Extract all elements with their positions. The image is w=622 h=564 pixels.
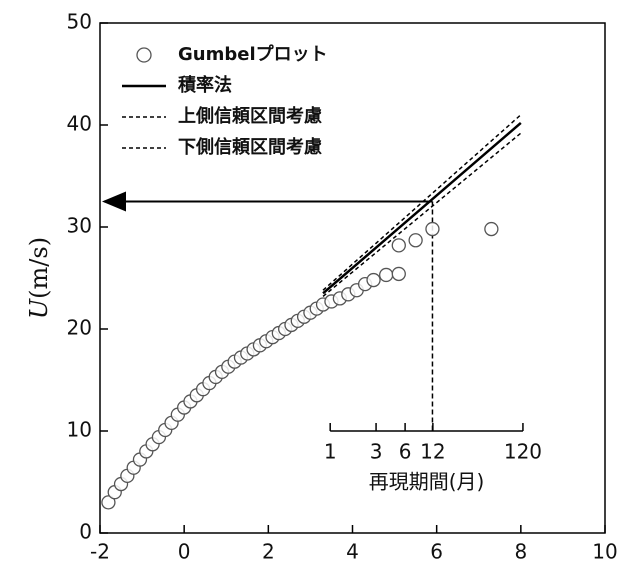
x-tick-label: 0	[178, 540, 191, 564]
y-tick-label: 40	[67, 112, 92, 136]
return-period-tick-label: 6	[399, 440, 412, 464]
legend-label: 積率法	[177, 74, 232, 96]
data-point	[408, 233, 423, 248]
series-line	[322, 122, 522, 295]
return-period-tick-label: 12	[420, 440, 445, 464]
return-period-label: 再現期間(月)	[369, 470, 485, 494]
x-tick-label: 4	[346, 540, 359, 564]
data-point	[366, 272, 381, 288]
y-tick-label: 0	[79, 520, 92, 544]
y-tick-label: 10	[67, 418, 92, 442]
legend-label: 上側信頼区間考慮	[178, 105, 322, 127]
y-tick-label: 50	[67, 10, 92, 34]
y-var: U	[25, 298, 53, 319]
data-point	[391, 266, 406, 282]
legend-marker	[136, 47, 152, 63]
data-point	[391, 238, 406, 253]
x-tick-label: 10	[592, 540, 617, 564]
y-tick-label: 30	[67, 214, 92, 238]
data-point	[484, 221, 499, 237]
data-point	[101, 495, 116, 510]
x-tick-label: 6	[430, 540, 443, 564]
series-line	[322, 132, 522, 297]
x-tick-label: -2	[90, 540, 110, 564]
return-period-tick-label: 3	[370, 440, 383, 464]
y-unit: (m/s)	[25, 237, 53, 299]
data-point	[379, 267, 394, 283]
legend-label: Gumbelプロット	[178, 43, 328, 65]
y-axis-label: U(m/s)	[25, 237, 53, 319]
data-point	[425, 221, 440, 237]
x-tick-label: 8	[514, 540, 527, 564]
return-period-tick-label: 120	[504, 440, 542, 464]
return-period-tick-label: 1	[324, 440, 337, 464]
x-tick-label: 2	[262, 540, 275, 564]
series-line	[322, 114, 522, 291]
legend-label: 下側信頼区間考慮	[178, 136, 322, 158]
y-tick-label: 20	[67, 316, 92, 340]
